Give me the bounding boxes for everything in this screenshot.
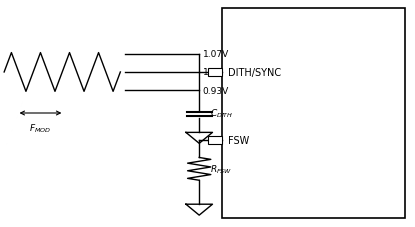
Bar bbox=[208, 137, 222, 145]
Text: 1.07V: 1.07V bbox=[203, 50, 229, 59]
Bar bbox=[222, 9, 405, 218]
Text: FSW: FSW bbox=[228, 136, 249, 146]
Text: $C_{DITH}$: $C_{DITH}$ bbox=[210, 107, 233, 120]
Bar bbox=[208, 69, 222, 76]
Text: 1.0V: 1.0V bbox=[203, 68, 223, 77]
Text: DITH/SYNC: DITH/SYNC bbox=[228, 68, 281, 78]
Text: $R_{FSW}$: $R_{FSW}$ bbox=[210, 163, 232, 175]
Text: 0.93V: 0.93V bbox=[203, 86, 229, 95]
Text: $F_{MOD}$: $F_{MOD}$ bbox=[29, 122, 51, 134]
